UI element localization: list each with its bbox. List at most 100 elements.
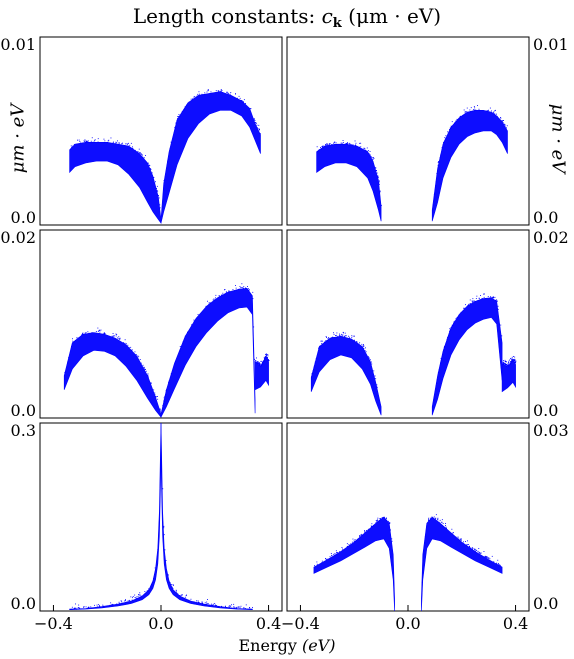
panel-row2-left-ytick-top: 0.02 — [0, 228, 36, 247]
scatter-point — [497, 305, 499, 307]
scatter-point — [91, 607, 93, 609]
scatter-point — [97, 138, 99, 140]
scatter-point — [487, 557, 488, 559]
scatter-point — [483, 551, 485, 552]
panel-row1-right-band-2 — [431, 110, 508, 222]
scatter-point — [451, 121, 453, 123]
scatter-point — [250, 108, 252, 110]
scatter-point — [452, 532, 454, 534]
scatter-point — [103, 332, 105, 334]
scatter-point — [369, 154, 371, 156]
scatter-point — [120, 600, 122, 602]
scatter-point — [175, 122, 177, 124]
scatter-point — [492, 296, 494, 298]
scatter-point — [103, 138, 105, 140]
scatter-point — [184, 335, 186, 337]
scatter-point — [466, 107, 468, 109]
scatter-point — [150, 168, 151, 170]
scatter-point — [210, 302, 211, 304]
scatter-point — [238, 606, 240, 608]
scatter-point — [478, 548, 480, 549]
scatter-point — [211, 603, 212, 605]
scatter-point — [433, 199, 435, 201]
scatter-point — [450, 327, 452, 328]
scatter-point — [184, 596, 186, 598]
scatter-point — [116, 334, 118, 335]
scatter-point — [334, 142, 335, 144]
scatter-point — [110, 137, 112, 139]
scatter-point — [361, 533, 363, 535]
scatter-point — [78, 143, 80, 145]
scatter-point — [488, 558, 490, 559]
scatter-point — [509, 362, 511, 364]
scatter-point — [147, 374, 149, 376]
scatter-point — [172, 588, 174, 590]
scatter-point — [449, 127, 451, 129]
scatter-point — [496, 563, 498, 565]
scatter-point — [157, 190, 159, 192]
scatter-point — [366, 147, 368, 149]
scatter-point — [355, 540, 357, 541]
scatter-point — [354, 340, 355, 342]
scatter-point — [204, 602, 206, 604]
scatter-point — [391, 540, 393, 542]
scatter-point — [208, 302, 210, 304]
scatter-point — [442, 523, 444, 524]
scatter-point — [483, 294, 485, 295]
scatter-point — [480, 552, 482, 554]
scatter-point — [451, 325, 453, 327]
panel-row2-right-band-1 — [310, 335, 382, 416]
scatter-point — [435, 517, 437, 519]
scatter-point — [437, 517, 439, 519]
scatter-point — [355, 145, 357, 147]
scatter-point — [71, 146, 73, 148]
scatter-point — [437, 518, 438, 520]
scatter-point — [235, 93, 236, 95]
scatter-point — [376, 172, 378, 174]
scatter-point — [359, 342, 361, 344]
scatter-point — [326, 144, 328, 146]
scatter-point — [198, 91, 200, 93]
scatter-point — [180, 594, 182, 596]
scatter-point — [221, 294, 222, 296]
scatter-point — [243, 288, 245, 290]
scatter-point — [338, 144, 340, 145]
scatter-point — [329, 556, 331, 558]
scatter-point — [136, 596, 138, 598]
scatter-point — [467, 540, 468, 542]
scatter-point — [446, 527, 447, 529]
scatter-point — [81, 333, 83, 335]
scatter-point — [440, 357, 442, 359]
scatter-point — [179, 595, 180, 596]
scatter-point — [212, 299, 214, 301]
scatter-point — [379, 191, 381, 193]
scatter-point — [83, 140, 85, 142]
scatter-point — [503, 363, 504, 365]
scatter-point — [502, 363, 504, 365]
scatter-point — [92, 607, 94, 609]
scatter-point — [332, 336, 333, 338]
scatter-point — [356, 341, 358, 343]
scatter-point — [155, 569, 156, 571]
scatter-point — [502, 122, 504, 124]
panel-row2-right-band-2 — [431, 297, 503, 416]
scatter-point — [475, 549, 477, 551]
scatter-point — [504, 362, 506, 364]
scatter-point — [86, 141, 88, 143]
scatter-point — [267, 357, 268, 358]
scatter-point — [197, 93, 199, 95]
scatter-point — [449, 129, 450, 130]
scatter-point — [463, 541, 464, 543]
scatter-point — [111, 335, 113, 337]
scatter-point — [496, 562, 498, 564]
scatter-point — [153, 577, 154, 579]
scatter-point — [172, 138, 174, 140]
scatter-point — [159, 409, 161, 411]
scatter-point — [213, 298, 215, 300]
scatter-point — [76, 143, 78, 145]
scatter-point — [452, 532, 454, 533]
scatter-point — [352, 538, 354, 540]
scatter-point — [450, 127, 452, 129]
scatter-point — [433, 516, 435, 518]
scatter-point — [476, 550, 477, 551]
